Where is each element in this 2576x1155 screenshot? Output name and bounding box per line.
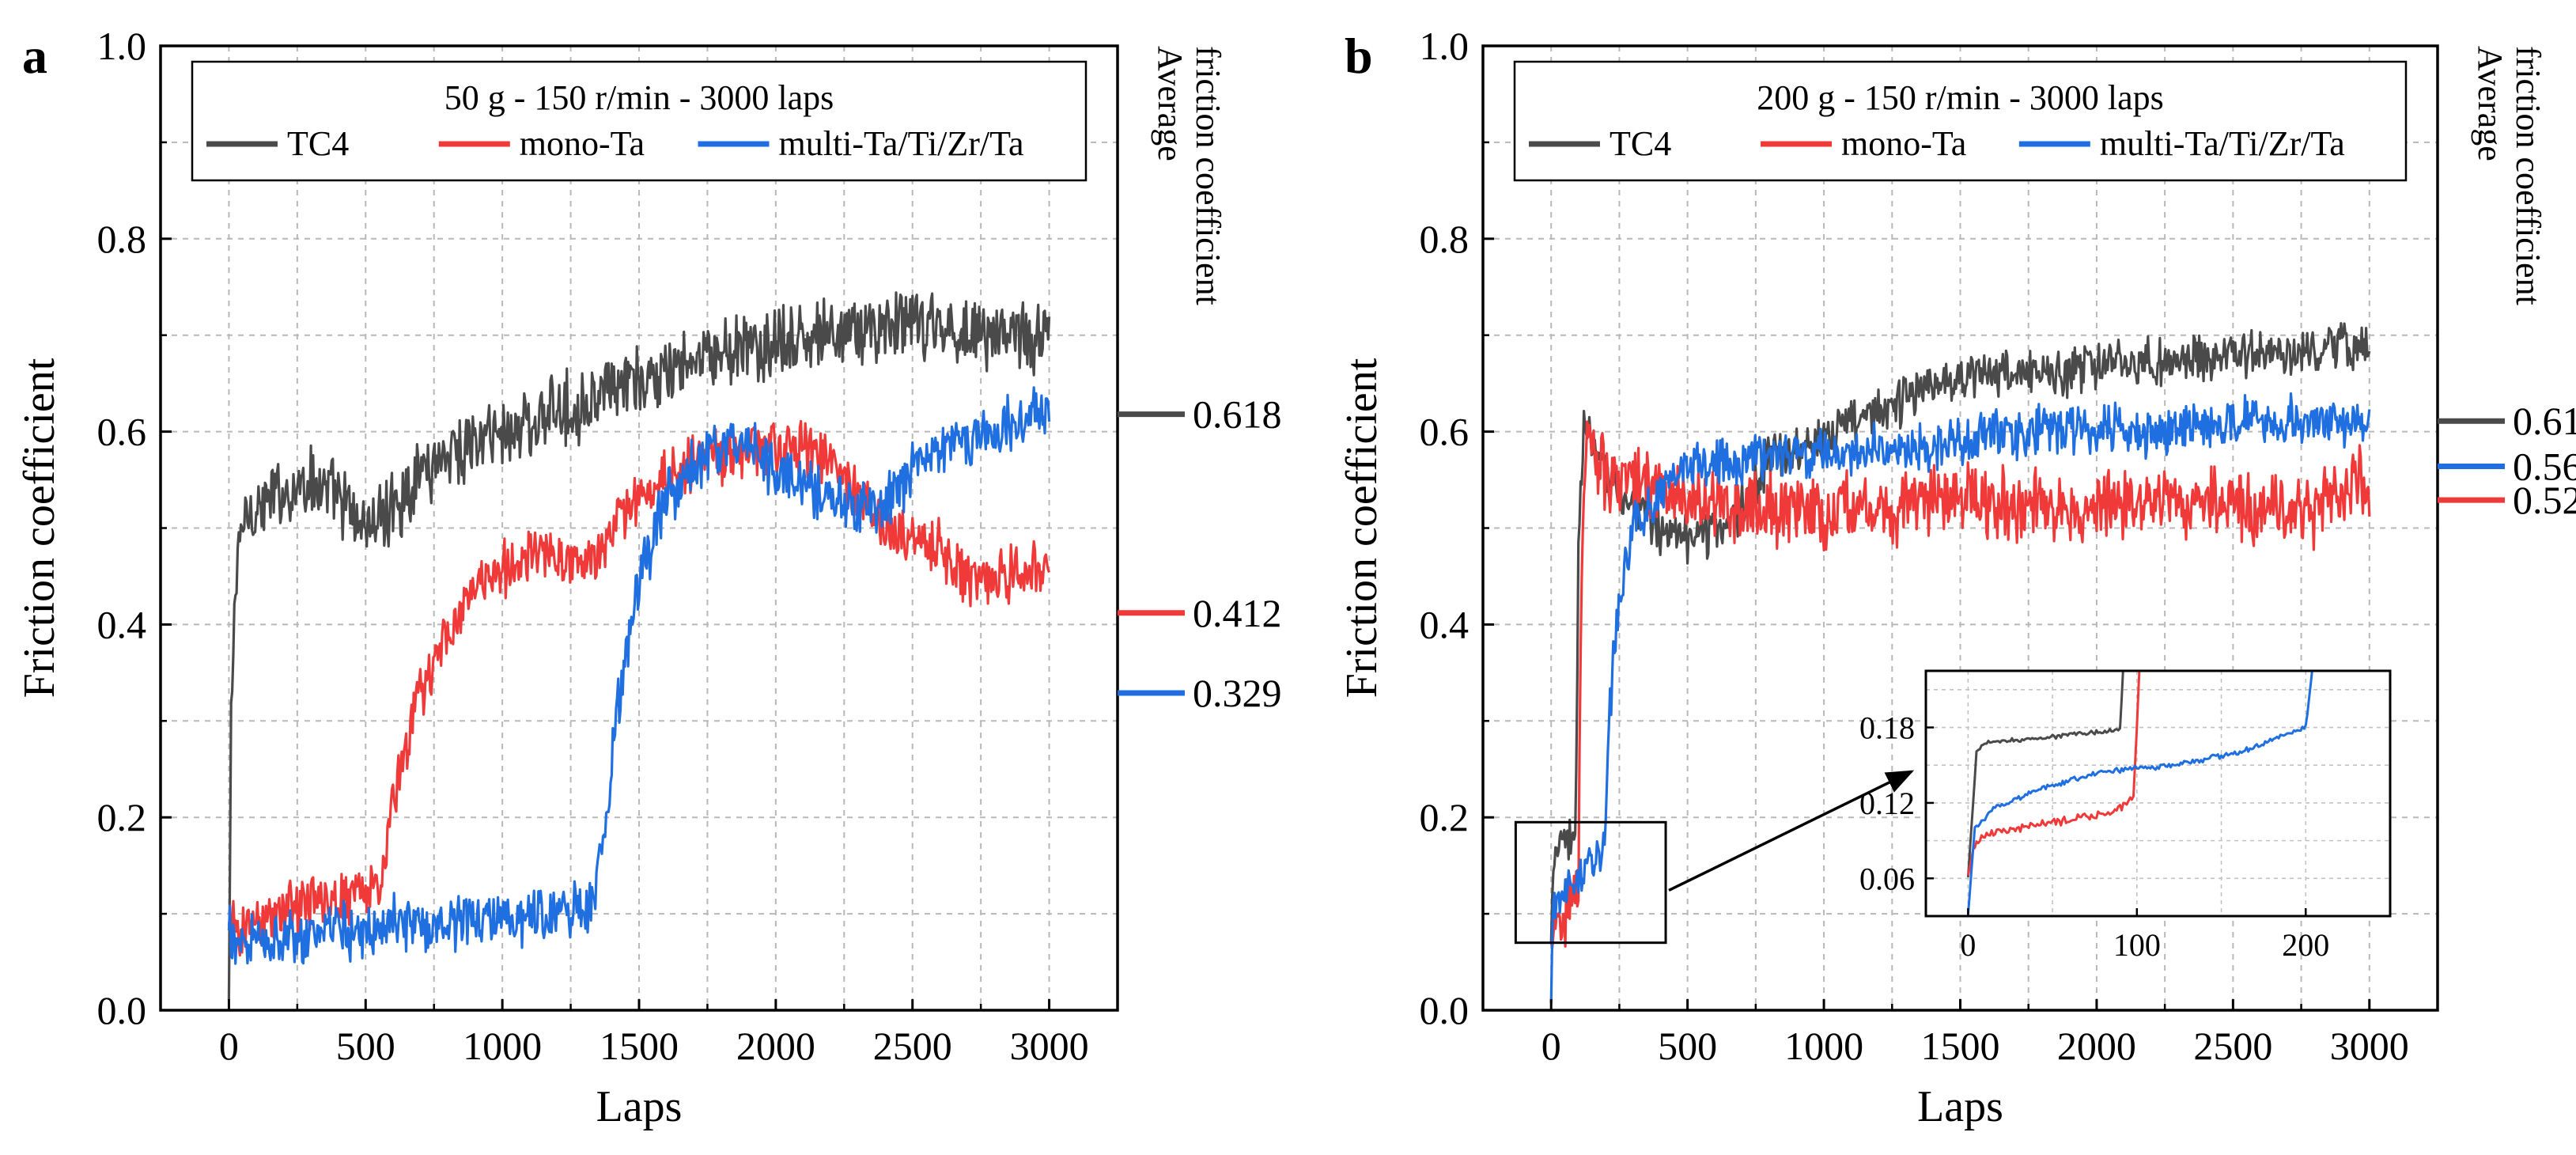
legend-box	[1513, 60, 2408, 182]
series-group	[1549, 322, 2371, 1004]
y-tick-label: 1.0	[97, 24, 147, 68]
inset-y-tick-label: 0.12	[1859, 786, 1915, 821]
inset-series-group	[1966, 671, 2313, 915]
inset-arrow	[1668, 770, 1915, 892]
panel-letter: b	[1345, 28, 1373, 84]
x-tick-label: 1000	[463, 1024, 542, 1068]
inset-grid	[1926, 671, 2390, 916]
inset-background	[1926, 671, 2390, 916]
chart-panel-a: a 0 500 1000 1500 2000 2500 3000 0.0 0.2 0.4 0.6 0.8…	[15, 24, 1282, 1131]
y-tick-label: 0.4	[1420, 602, 1470, 646]
series-line-mono-Ta	[227, 419, 1051, 957]
legend-label-TC4: TC4	[1610, 124, 1671, 163]
right-axis-label-line2: friction coefficient	[2509, 46, 2548, 305]
x-tick-label: 500	[1658, 1024, 1717, 1068]
x-tick-label: 1500	[600, 1024, 679, 1068]
y-axis-label: Friction coefficient	[15, 358, 64, 698]
legend-box	[191, 60, 1088, 182]
series-line-mono-Ta	[1549, 420, 2371, 949]
y-tick-label: 0.8	[97, 217, 147, 261]
inset-x-tick-label: 100	[2113, 927, 2161, 963]
y-tick-label: 1.0	[1420, 24, 1470, 68]
x-tick-label: 1000	[1784, 1024, 1863, 1068]
average-value-multi-Ta/Ti/Zr/Ta: 0.329	[1193, 671, 1282, 715]
average-value-TC4: 0.618	[1193, 392, 1282, 437]
grid-lines	[161, 45, 1118, 1010]
average-value-multi-Ta/Ti/Zr/Ta: 0.564	[2513, 444, 2576, 488]
inset-series-line-mono-Ta	[1966, 671, 2141, 876]
x-tick-label: 3000	[1010, 1024, 1089, 1068]
x-tick-label: 0	[1541, 1024, 1561, 1068]
chart-panel-b: b0 500 1000 1500 2000 2500 30000.00.20.40.60.8…	[1337, 24, 2576, 1131]
inset-series-line-multi-Ta/Ti/Zr/Ta	[1966, 671, 2313, 915]
y-tick-label: 0.2	[1420, 795, 1470, 839]
y-tick-label: 0.2	[97, 795, 147, 839]
series-line-TC4	[227, 291, 1051, 1000]
x-axis-label: Laps	[1917, 1082, 2003, 1131]
legend-title: 200 g - 150 r/min - 3000 laps	[1757, 78, 2164, 117]
inset-y-tick-label: 0.18	[1859, 710, 1915, 746]
legend-label-multi-Ta/Ti/Zr/Ta: multi-Ta/Ti/Zr/Ta	[2100, 124, 2345, 163]
inset-chart: 0 100 200 0.06 0.12 0.18	[1514, 669, 2392, 963]
right-axis-label-line1: Average	[2471, 46, 2510, 161]
inset-frame	[1924, 669, 2392, 918]
x-tick-label: 2000	[736, 1024, 815, 1068]
average-value-TC4: 0.611	[2513, 399, 2576, 443]
legend-label-mono-Ta: mono-Ta	[520, 124, 645, 163]
x-tick-label: 3000	[2330, 1024, 2409, 1068]
x-tick-label: 0	[219, 1024, 239, 1068]
right-axis-label-line2: friction coefficient	[1189, 46, 1227, 305]
y-tick-label: 0.6	[97, 410, 147, 454]
series-group	[227, 291, 1051, 1000]
series-line-TC4	[1549, 322, 2371, 945]
legend-label-TC4: TC4	[287, 124, 349, 163]
x-tick-label: 2500	[2193, 1024, 2272, 1068]
y-tick-label: 0.8	[1420, 217, 1470, 261]
y-tick-label: 0.6	[1420, 410, 1470, 454]
x-tick-label: 500	[336, 1024, 395, 1068]
right-axis-label-line1: Average	[1151, 46, 1190, 161]
inset-series-line-TC4	[1966, 671, 2124, 877]
inset-source-box	[1514, 820, 1667, 945]
inset-x-tick-label: 200	[2282, 927, 2329, 963]
x-tick-label: 2500	[873, 1024, 952, 1068]
x-axis-label: Laps	[596, 1082, 683, 1131]
y-axis-label: Friction coefficient	[1337, 358, 1386, 698]
x-tick-label: 1500	[1921, 1024, 2000, 1068]
legend-title: 50 g - 150 r/min - 3000 laps	[444, 78, 834, 117]
average-value-mono-Ta: 0.412	[1193, 591, 1282, 635]
series-line-multi-Ta/Ti/Zr/Ta	[1549, 392, 2371, 1004]
inset-x-tick-label: 0	[1960, 927, 1976, 963]
x-tick-label: 2000	[2057, 1024, 2136, 1068]
panel-letter: a	[22, 28, 47, 84]
y-tick-label: 0.4	[97, 602, 147, 646]
y-tick-label: 0.0	[1420, 988, 1470, 1032]
series-line-multi-Ta/Ti/Zr/Ta	[227, 386, 1051, 965]
inset-y-tick-label: 0.06	[1859, 861, 1915, 896]
legend-label-multi-Ta/Ti/Zr/Ta: multi-Ta/Ti/Zr/Ta	[779, 124, 1024, 163]
y-tick-label: 0.0	[97, 988, 147, 1032]
legend-label-mono-Ta: mono-Ta	[1841, 124, 1966, 163]
average-value-mono-Ta: 0.529	[2513, 478, 2576, 522]
